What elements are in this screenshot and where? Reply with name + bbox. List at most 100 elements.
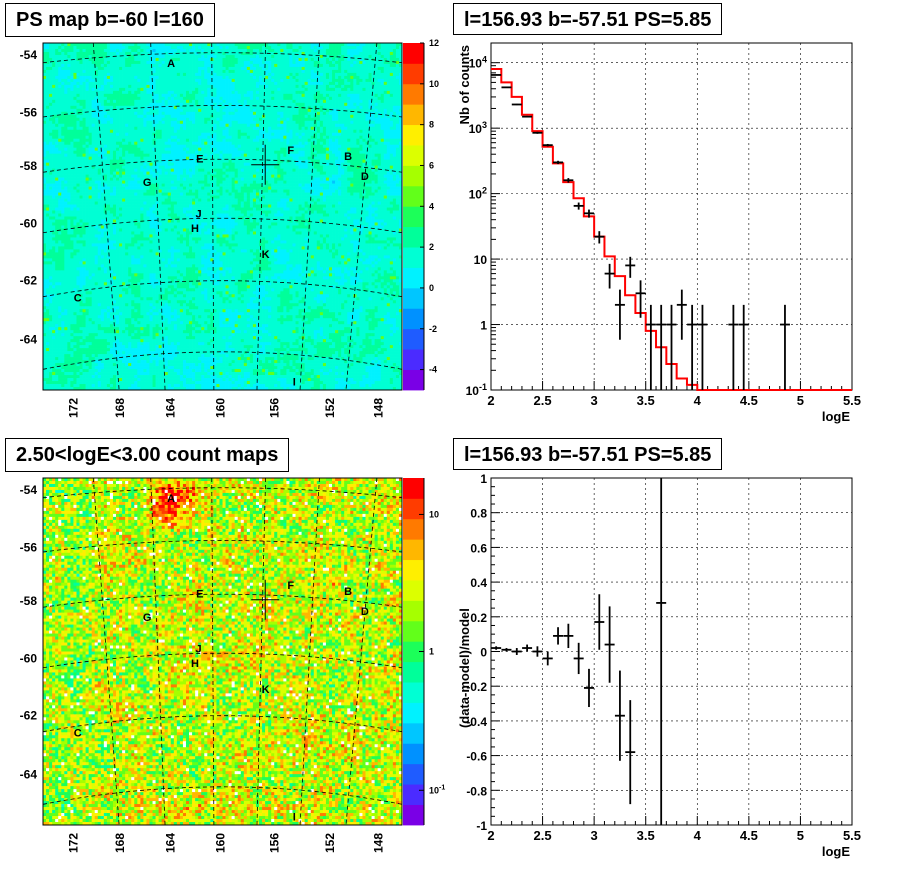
data-point (574, 203, 584, 210)
residual-y-tick-label: -1 (476, 819, 487, 833)
source-label-J: J (196, 209, 202, 221)
residual-point (553, 627, 563, 644)
source-label-I: I (293, 811, 296, 823)
lat-tick-label: -54 (20, 48, 38, 62)
lon-tick-label: 156 (268, 398, 282, 418)
source-label-C: C (74, 292, 82, 304)
data-point (728, 305, 738, 390)
data-point (615, 290, 625, 340)
lat-tick-label: -54 (20, 483, 38, 497)
spectrum-x-tick-label: 5 (797, 393, 804, 408)
lon-tick-label: 152 (323, 398, 337, 418)
residual-x-axis-label: logE (822, 844, 850, 859)
residual-point (574, 643, 584, 674)
source-label-B: B (344, 586, 352, 598)
spectrum-y-tick-label: 1 (480, 319, 487, 333)
source-label-G: G (143, 612, 152, 624)
residual-point (512, 648, 522, 655)
residual-y-tick-label: -0.8 (466, 784, 487, 798)
residual-axes (491, 478, 852, 825)
residual-x-tick-label: 2.5 (534, 828, 552, 843)
lon-tick-label: 148 (372, 398, 386, 418)
colorbar-tick-label: 4 (429, 201, 434, 211)
lon-tick-label: 164 (163, 398, 177, 418)
source-label-K: K (262, 684, 270, 696)
residual-y-tick-label: 0.8 (470, 507, 487, 521)
residual-y-tick-label: -0.6 (466, 750, 487, 764)
colorbar-tick-label: 1 (429, 647, 434, 657)
colorbar-tick-label: 10-1 (429, 784, 445, 795)
source-label-B: B (344, 151, 352, 163)
lat-tick-label: -58 (20, 594, 38, 608)
data-point (543, 144, 553, 146)
data-point (532, 132, 542, 134)
lat-tick-label: -64 (20, 768, 38, 782)
spectrum-x-axis-label: logE (822, 409, 850, 424)
lon-tick-label: 172 (67, 398, 81, 418)
colorbar-tick-label: 6 (429, 160, 434, 170)
data-point (625, 257, 635, 278)
residual-point (605, 606, 615, 682)
residual-x-tick-label: 5 (797, 828, 804, 843)
lon-tick-label: 148 (372, 833, 386, 853)
source-label-D: D (361, 171, 369, 183)
lat-tick-label: -62 (20, 274, 38, 288)
lat-tick-label: -60 (20, 651, 38, 665)
residual-x-tick-label: 3.5 (637, 828, 655, 843)
data-point (687, 305, 697, 390)
lat-tick-label: -56 (20, 540, 38, 554)
residual-point (522, 645, 532, 652)
lat-tick-label: -62 (20, 709, 38, 723)
data-point (739, 305, 749, 390)
data-point (501, 87, 511, 88)
source-label-C: C (74, 727, 82, 739)
data-point (677, 290, 687, 340)
lat-tick-label: -58 (20, 159, 38, 173)
spectrum-x-tick-label: 4 (694, 393, 702, 408)
spectrum-x-tick-label: 4.5 (740, 393, 758, 408)
source-label-K: K (262, 249, 270, 261)
spectrum-x-tick-label: 3.5 (637, 393, 655, 408)
residual-point (491, 646, 501, 649)
residual-point (584, 669, 594, 707)
residual-point (501, 648, 511, 651)
lon-tick-label: 164 (163, 833, 177, 853)
colorbar-tick-label: 12 (429, 38, 439, 48)
lon-tick-label: 160 (214, 833, 228, 853)
residual-x-tick-label: 3 (591, 828, 598, 843)
lon-tick-label: 160 (214, 398, 228, 418)
colorbar: 10 1 10-1 (403, 478, 445, 825)
data-point (667, 305, 677, 390)
source-label-A: A (167, 493, 175, 505)
residual-x-tick-label: 5.5 (843, 828, 861, 843)
data-point (491, 75, 501, 76)
source-label-H: H (191, 658, 199, 670)
colorbar-tick-label: 10 (429, 509, 439, 519)
residual-point (594, 594, 604, 650)
data-point (646, 305, 656, 390)
data-point (780, 305, 790, 390)
residual-x-tick-label: 4 (694, 828, 702, 843)
colorbar-tick-label: -2 (429, 324, 437, 334)
colorbar-tick-label: 8 (429, 120, 434, 130)
lon-tick-label: 156 (268, 833, 282, 853)
sky-map-counts (43, 478, 402, 825)
source-label-E: E (196, 589, 203, 601)
residual-y-tick-label: 0.6 (470, 541, 487, 555)
colorbar-tick-label: 0 (429, 283, 434, 293)
source-label-E: E (196, 154, 203, 166)
data-point (522, 116, 532, 117)
data-point (605, 264, 615, 289)
source-label-F: F (287, 145, 294, 157)
spectrum-y-tick-label: 10 (474, 253, 488, 267)
source-label-G: G (143, 177, 152, 189)
residual-y-tick-label: 0.2 (470, 611, 487, 625)
lat-tick-label: -56 (20, 105, 38, 119)
spectrum-x-tick-label: 5.5 (843, 393, 861, 408)
source-label-D: D (361, 606, 369, 618)
spectrum-y-tick-label: 102 (469, 186, 487, 202)
spectrum-x-tick-label: 2 (487, 393, 494, 408)
residual-point (563, 624, 573, 648)
colorbar-tick-label: 10 (429, 79, 439, 89)
